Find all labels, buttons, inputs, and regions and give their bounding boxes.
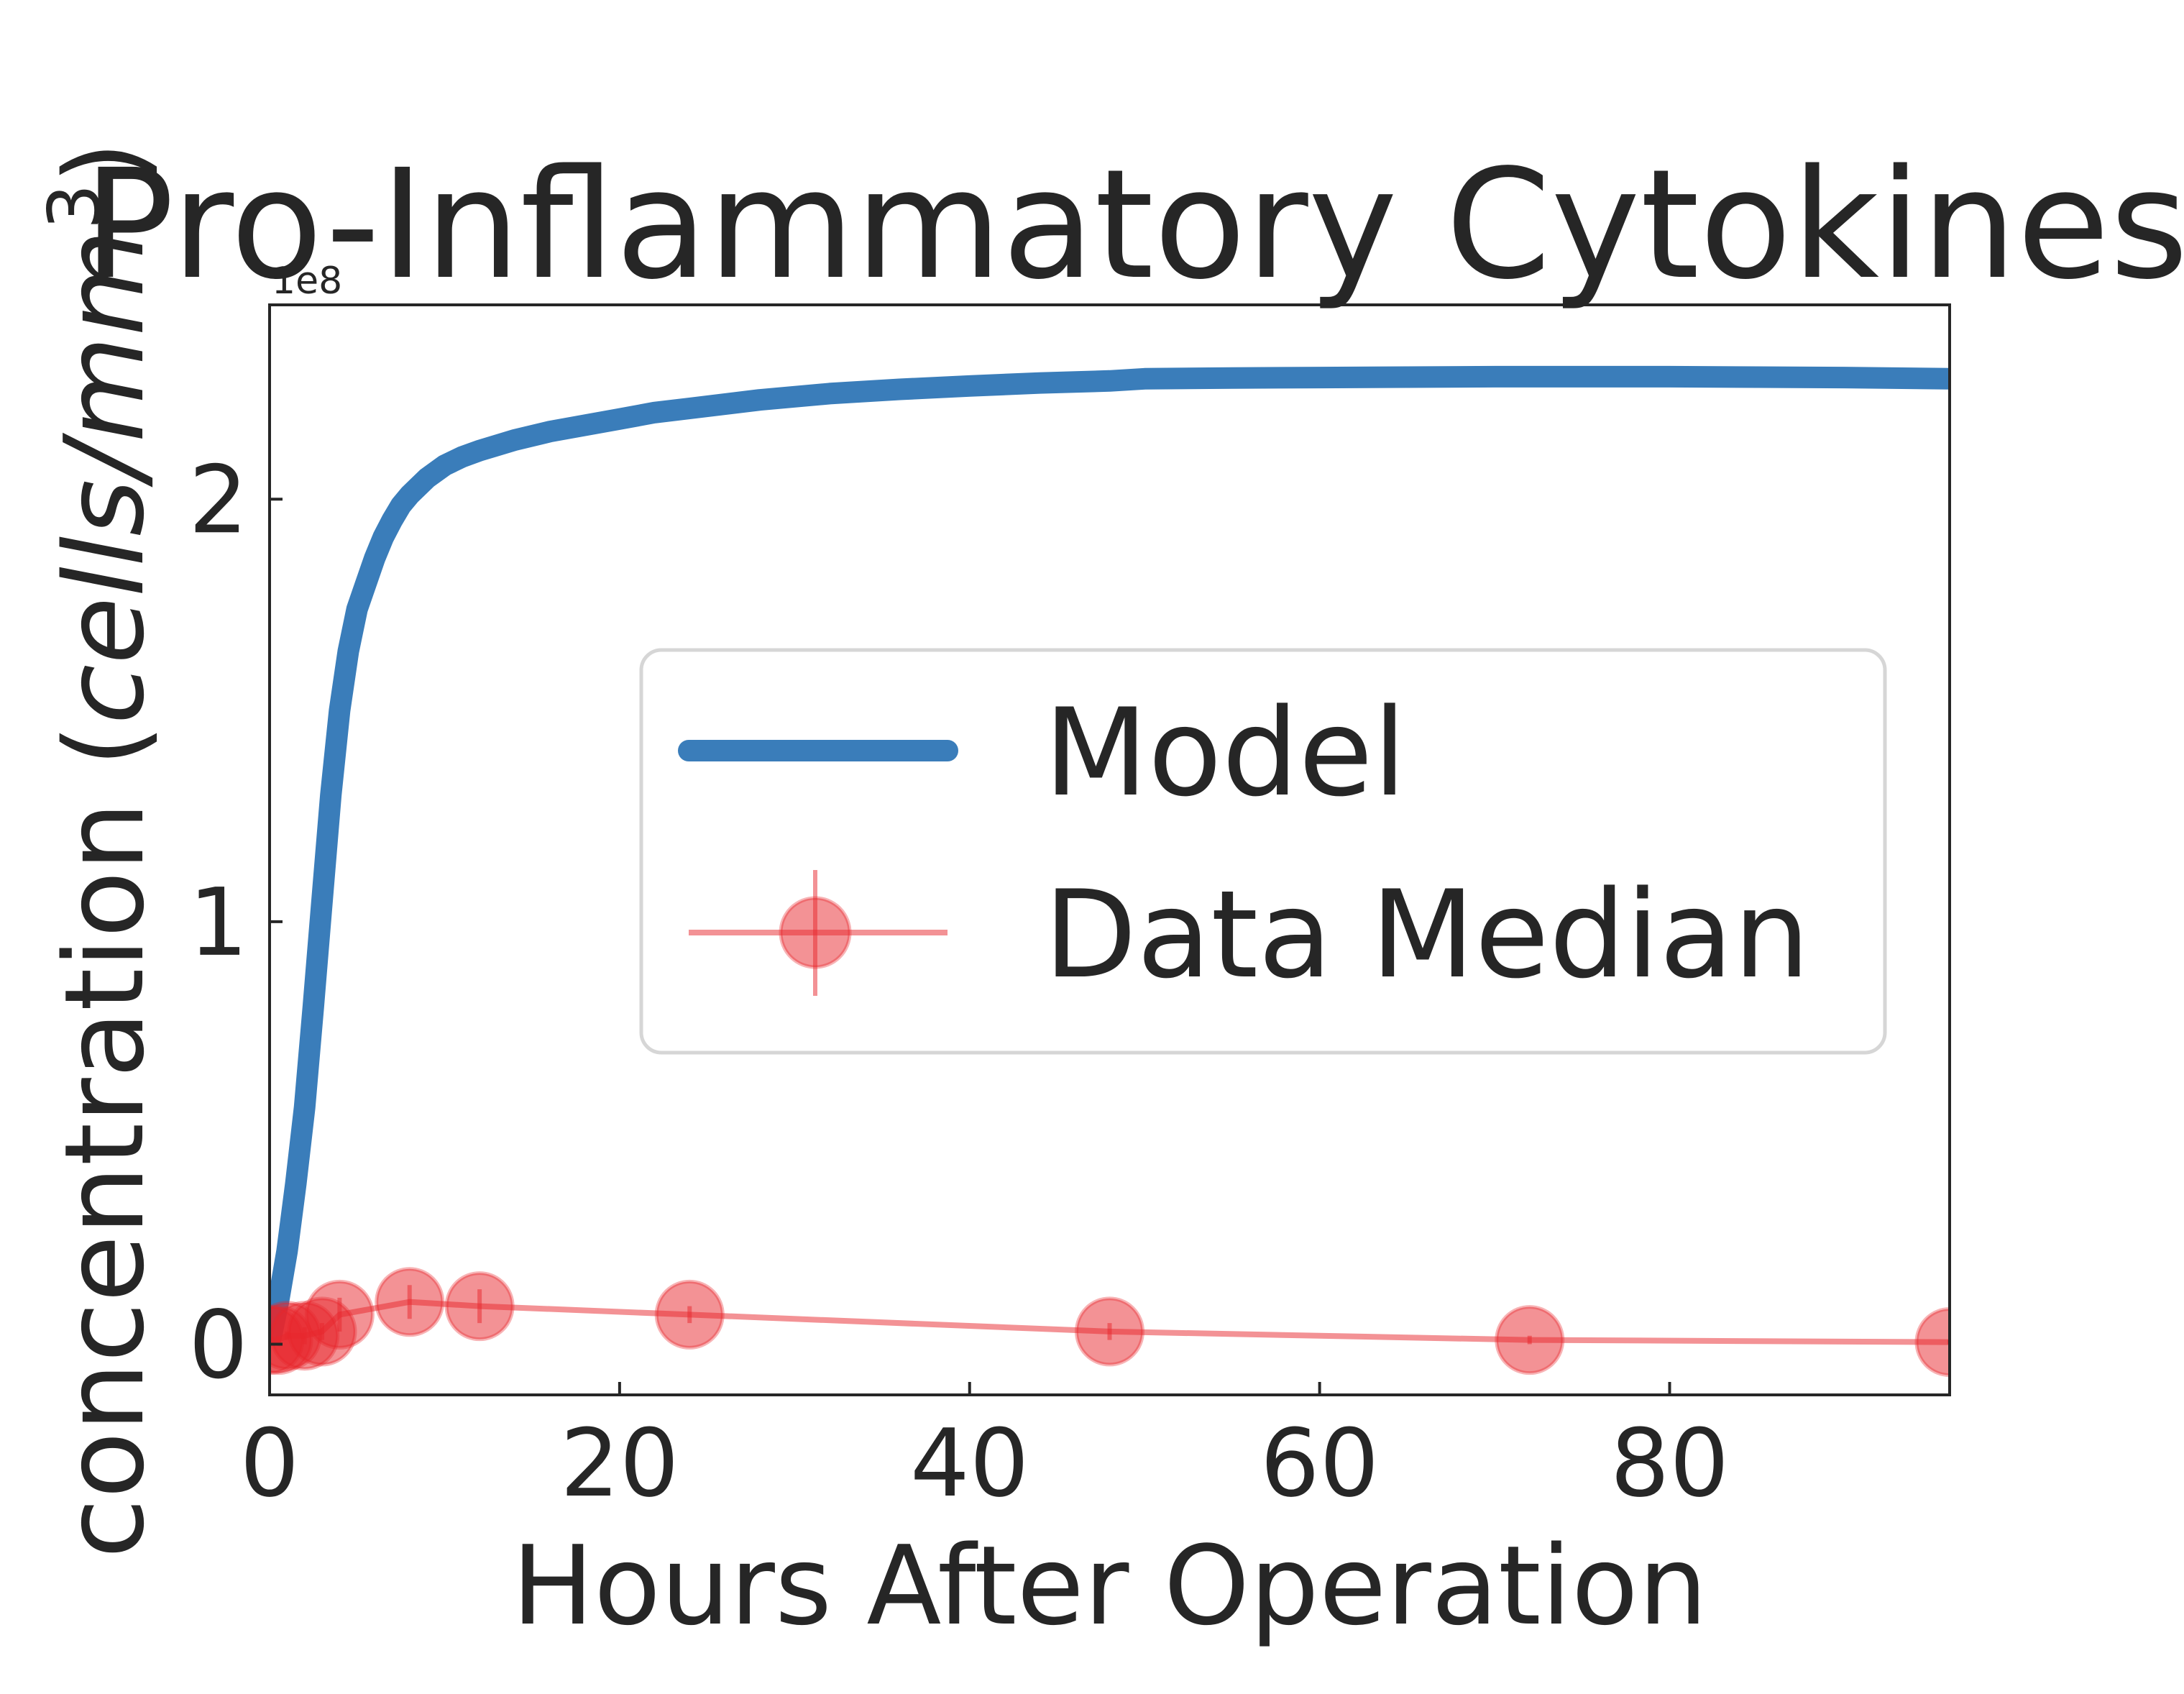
x-tick-label: 0 — [240, 1409, 300, 1518]
x-tick-label: 60 — [1260, 1409, 1379, 1518]
data-median-point — [444, 1271, 515, 1342]
x-axis: 0 20 40 60 80 — [240, 1382, 1729, 1518]
y-axis-label-suffix: ) — [41, 141, 168, 183]
x-tick-label: 20 — [560, 1409, 679, 1518]
y-axis-label-sup: 3 — [32, 184, 116, 230]
data-median-point — [375, 1267, 445, 1337]
y-axis-label-prefix: concentration ( — [41, 724, 168, 1558]
y-tick-label: 2 — [188, 445, 248, 554]
y-tick-label: 1 — [188, 868, 248, 977]
legend-data-median-swatch — [689, 870, 948, 996]
data-median-point — [1075, 1296, 1144, 1367]
data-median-point — [304, 1279, 375, 1350]
data-median-point — [1914, 1307, 1950, 1378]
x-tick-label: 80 — [1610, 1409, 1729, 1518]
x-tick-label: 40 — [910, 1409, 1029, 1518]
chart-title: Pro-Inflammatory Cytokines — [83, 137, 2184, 313]
legend: Model Data Median — [639, 648, 1887, 1055]
frame-layer — [268, 303, 1951, 1396]
y-axis-label: concentration (cells/mm3) — [32, 141, 168, 1558]
legend-data-median-label: Data Median — [1044, 864, 1810, 1005]
data-median-point — [654, 1279, 725, 1350]
y-axis: 0 1 2 — [188, 445, 283, 1399]
x-axis-label: Hours After Operation — [512, 1522, 1707, 1649]
legend-data-median-marker — [779, 896, 852, 969]
y-tick-label: 0 — [188, 1290, 248, 1399]
y-axis-label-unit: cells/mm — [41, 229, 168, 724]
series-layer — [270, 365, 1950, 1378]
y-offset-label: 1e8 — [272, 260, 342, 303]
legend-model-label: Model — [1044, 682, 1406, 823]
series-model-line — [270, 365, 1950, 1347]
axes-spines — [268, 303, 1951, 1396]
data-median-point — [1495, 1305, 1565, 1375]
